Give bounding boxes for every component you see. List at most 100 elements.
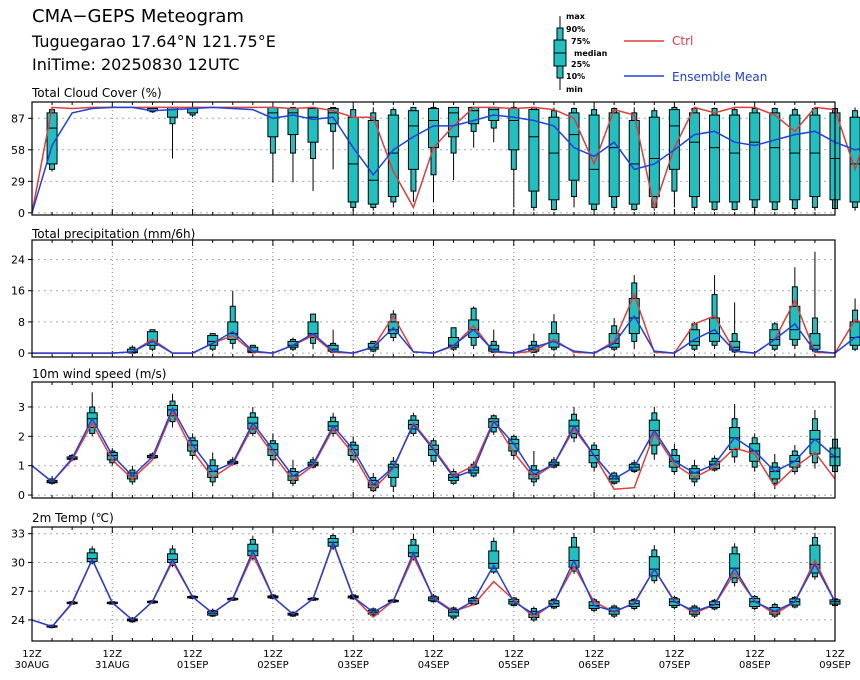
box-legend-p10: 10% <box>566 72 586 81</box>
panel-wind: 10m wind speed (m/s) 0 1 2 3 <box>18 367 841 502</box>
panel-frame-cloud <box>31 101 836 216</box>
box-temp <box>86 546 98 565</box>
box-cloud <box>729 107 741 211</box>
box-inner <box>809 429 821 455</box>
box-cloud <box>688 107 700 211</box>
ytick-label-precip: 16 <box>11 285 25 298</box>
box-cloud <box>448 106 460 181</box>
x-hour-label: 12Z <box>584 649 604 660</box>
ytick-label-temp: 33 <box>11 528 25 541</box>
x-hour-label: 12Z <box>22 649 42 660</box>
box-inner <box>468 319 480 339</box>
mean-line-cloud <box>31 106 860 214</box>
box-cloud <box>167 106 179 159</box>
box-cloud <box>528 106 540 211</box>
box-wind <box>729 404 741 463</box>
box-inner <box>769 112 781 203</box>
ytick-label-wind: 2 <box>18 430 25 443</box>
box-wind <box>287 459 299 487</box>
box-temp <box>247 535 259 561</box>
panel-frame-precip <box>31 239 836 358</box>
box-precip <box>809 251 821 354</box>
box-inner <box>448 337 460 348</box>
box-precip <box>769 321 781 352</box>
box-inner <box>809 114 821 198</box>
box-inner <box>508 108 520 151</box>
init-time-label: IniTime: 20250830 12UTC <box>32 55 240 74</box>
box-inner <box>126 348 138 354</box>
box-cloud <box>367 107 379 211</box>
box-inner <box>307 108 319 143</box>
box-inner <box>488 550 500 569</box>
box-cloud <box>508 106 520 208</box>
mean-line-wind <box>31 406 836 486</box>
box-temp <box>648 545 660 584</box>
box-cloud <box>428 106 439 202</box>
box-legend-glyph <box>553 16 567 90</box>
legend-mean-label: Ensemble Mean <box>672 70 768 84</box>
box-legend-p75: 75% <box>571 37 591 46</box>
box-precip <box>468 306 480 350</box>
box-precip <box>528 333 540 354</box>
ytick-label-cloud: 29 <box>11 175 25 188</box>
box-cloud <box>809 107 821 211</box>
box-inner <box>307 321 319 338</box>
box-legend-p90: 90% <box>566 25 586 34</box>
box-precip <box>146 329 158 352</box>
x-hour-label: 12Z <box>424 649 444 660</box>
box-inner <box>769 329 781 346</box>
ctrl-line-cloud <box>31 106 860 213</box>
x-date-label: 03SEP <box>337 660 368 671</box>
box-inner <box>387 114 399 198</box>
location-label: Tuguegarao 17.64°N 121.75°E <box>32 32 276 51</box>
box-cloud <box>347 107 359 211</box>
box-cloud <box>789 107 801 211</box>
panel-title-precip: Total precipitation (mm/6h) <box>31 227 195 241</box>
box-legend-median: median <box>574 49 608 58</box>
box-legend-p25: 25% <box>571 60 591 69</box>
ytick-label-cloud: 58 <box>11 144 25 157</box>
box-legend-min: min <box>566 85 583 94</box>
box-precip <box>688 321 700 352</box>
box-cloud <box>769 107 781 211</box>
box-inner <box>287 340 299 348</box>
box-inner <box>267 106 279 138</box>
box-precip <box>789 267 801 350</box>
panel-title-wind: 10m wind speed (m/s) <box>32 367 166 381</box>
x-date-label: 09SEP <box>819 660 850 671</box>
box-inner <box>729 553 741 579</box>
ytick-label-precip: 8 <box>18 316 25 329</box>
x-date-label: 31AUG <box>95 660 130 671</box>
panel-title-cloud: Total Cloud Cover (%) <box>31 86 162 100</box>
box-wind <box>588 442 600 472</box>
x-date-label: 06SEP <box>578 660 609 671</box>
x-date-label: 05SEP <box>498 660 529 671</box>
panel-title-temp: 2m Temp (℃) <box>32 511 114 525</box>
ytick-label-temp: 27 <box>11 585 25 598</box>
box-cloud <box>387 107 399 208</box>
box-inner <box>648 556 660 577</box>
box-inner <box>86 552 98 562</box>
box-cloud <box>468 106 480 148</box>
box-precip <box>849 298 860 352</box>
box-inner <box>608 112 620 198</box>
box-inner <box>568 546 580 568</box>
x-date-label: 08SEP <box>739 660 770 671</box>
x-date-label: 07SEP <box>659 660 690 671</box>
x-date-label: 01SEP <box>177 660 208 671</box>
box-inner <box>648 116 660 198</box>
x-date-label: 04SEP <box>418 660 449 671</box>
ytick-label-cloud: 87 <box>11 112 25 125</box>
box-inner <box>688 112 700 198</box>
ytick-label-precip: 0 <box>18 347 25 360</box>
box-cloud <box>287 106 299 183</box>
box-precip <box>488 329 500 354</box>
box-temp <box>809 532 821 580</box>
box-inner <box>709 114 721 203</box>
ytick-label-cloud: 0 <box>18 207 25 220</box>
box-inner <box>327 108 339 125</box>
x-hour-label: 12Z <box>665 649 685 660</box>
box-inner <box>528 109 540 192</box>
box-cloud <box>608 107 620 211</box>
